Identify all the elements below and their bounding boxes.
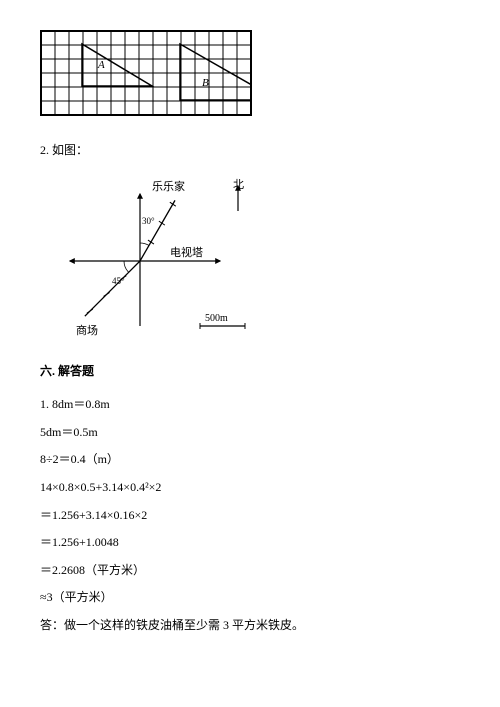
svg-text:30°: 30°	[142, 216, 155, 226]
svg-text:乐乐家: 乐乐家	[152, 179, 185, 193]
calc-line-5: ＝1.256+3.14×0.16×2	[40, 505, 460, 527]
grid-svg: AB	[40, 30, 252, 116]
direction-diagram: 北 乐乐家 30° 商场 45° 电视塔 500m	[50, 176, 460, 341]
calc-line-7: ＝2.2608（平方米）	[40, 560, 460, 582]
svg-text:45°: 45°	[112, 276, 125, 286]
calc-line-6: ＝1.256+1.0048	[40, 532, 460, 554]
answer-line: 答：做一个这样的铁皮油桶至少需 3 平方米铁皮。	[40, 615, 460, 637]
calc-line-2: 5dm＝0.5m	[40, 422, 460, 444]
calc-line-4: 14×0.8×0.5+3.14×0.4²×2	[40, 477, 460, 499]
calc-line-3: 8÷2＝0.4（m）	[40, 449, 460, 471]
svg-text:500m: 500m	[205, 313, 228, 324]
svg-text:商场: 商场	[76, 323, 98, 337]
q2-label: 2. 如图：	[40, 140, 460, 162]
svg-text:B: B	[202, 77, 209, 89]
diagram-svg: 北 乐乐家 30° 商场 45° 电视塔 500m	[50, 176, 260, 341]
svg-text:北: 北	[233, 178, 244, 191]
calc-line-1: 1. 8dm＝0.8m	[40, 394, 460, 416]
svg-text:电视塔: 电视塔	[170, 245, 203, 259]
grid-triangles-figure: AB	[40, 30, 460, 116]
svg-text:A: A	[97, 59, 105, 71]
section-6-title: 六. 解答题	[40, 361, 460, 383]
calc-line-8: ≈3（平方米）	[40, 587, 460, 609]
